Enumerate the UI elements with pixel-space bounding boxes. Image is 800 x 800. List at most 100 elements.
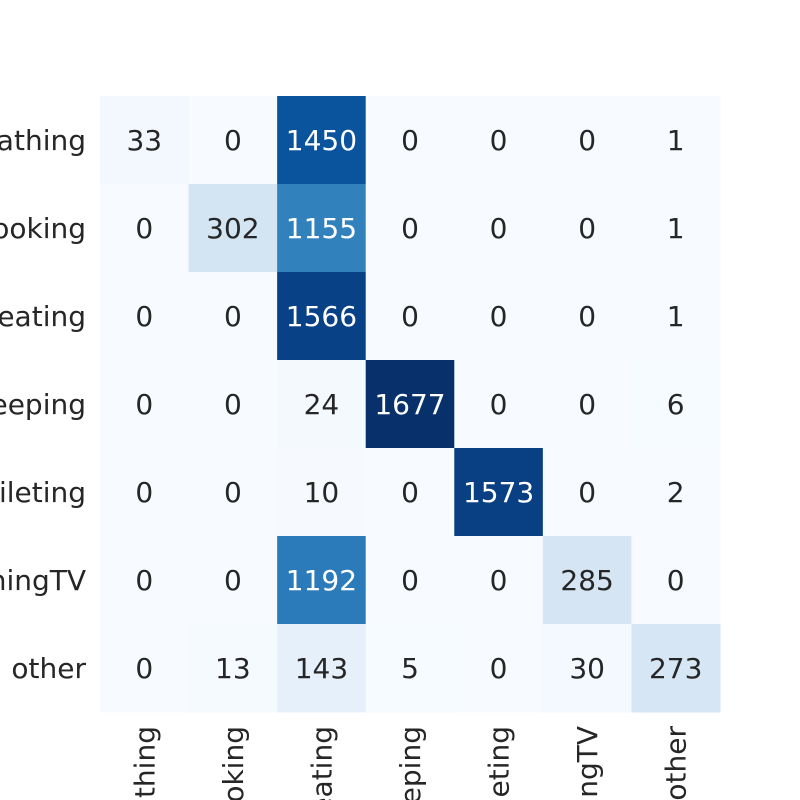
heatmap-cell [454,536,544,625]
heatmap-cell [365,536,455,625]
heatmap-cell [277,184,367,273]
cell-label: 0 [578,476,596,509]
cell-label: 0 [224,476,242,509]
heatmap-cell [100,360,190,449]
cell-label: 1 [667,300,685,333]
heatmap-cell [454,272,544,361]
heatmap-cell [365,272,455,361]
x-tick-label: toileting [483,726,516,800]
cell-label: 0 [135,212,153,245]
cell-label: 0 [578,388,596,421]
cell-label: 0 [135,476,153,509]
cell-label: 1192 [286,564,357,597]
cell-label: 0 [135,388,153,421]
cell-label: 285 [560,564,613,597]
heatmap-cell [100,184,190,273]
cell-label: 0 [224,124,242,157]
heatmap-cell [277,536,367,625]
cell-label: 0 [490,300,508,333]
heatmap-cell [454,184,544,273]
x-tick-label: bathing [128,726,161,800]
y-tick-label: cooking [0,212,86,245]
heatmap-cell [365,360,455,449]
cell-label: 0 [135,300,153,333]
heatmap-cell [631,272,721,361]
heatmap-cell [631,624,721,713]
cell-label: 6 [667,388,685,421]
cell-label: 30 [569,652,605,685]
cell-label: 0 [490,388,508,421]
cell-label: 1566 [286,300,357,333]
heatmap-cell [188,448,278,537]
cell-label: 0 [578,124,596,157]
heatmap-cell [542,360,632,449]
cell-label: 0 [578,212,596,245]
y-tick-label: watchingTV [0,564,86,597]
heatmap-cell [277,448,367,537]
cell-label: 24 [304,388,340,421]
heatmap-cell [365,96,455,185]
heatmap-cell [631,360,721,449]
cell-label: 10 [304,476,340,509]
heatmap-cell [100,624,190,713]
cell-label: 0 [667,564,685,597]
heatmap-cell [100,448,190,537]
x-tick-label: watchingTV [571,726,604,800]
cell-label: 1450 [286,124,357,157]
cell-label: 0 [578,300,596,333]
cell-label: 0 [224,388,242,421]
cell-label: 0 [224,300,242,333]
cell-label: 143 [295,652,348,685]
y-tick-label: bathing [0,124,86,157]
heatmap-cell [365,448,455,537]
heatmap-cell [277,360,367,449]
heatmap-cell [188,96,278,185]
cell-label: 0 [135,564,153,597]
cell-label: 273 [649,652,702,685]
heatmap-cell [631,96,721,185]
cell-label: 5 [401,652,419,685]
cell-label: 0 [490,124,508,157]
cell-label: 33 [126,124,162,157]
heatmap-cell [542,624,632,713]
heatmap-cell [277,272,367,361]
heatmap-cell [454,448,544,537]
y-tick-label: eating [0,300,86,333]
y-tick-label: sleeping [0,388,86,421]
cell-label: 302 [206,212,259,245]
heatmap-cell [365,624,455,713]
cell-label: 0 [490,212,508,245]
heatmap-cell [188,536,278,625]
heatmap-cell [188,624,278,713]
heatmap-cell [542,536,632,625]
cell-label: 13 [215,652,251,685]
cell-label: 0 [401,300,419,333]
cell-label: 0 [401,124,419,157]
heatmap-cell [277,624,367,713]
heatmap-cell [631,184,721,273]
x-tick-label: cooking [217,726,250,800]
cell-label: 0 [401,564,419,597]
cell-label: 1 [667,212,685,245]
heatmap-cell [100,272,190,361]
cell-label: 1 [667,124,685,157]
heatmap-cell [542,448,632,537]
cell-label: 2 [667,476,685,509]
y-tick-label: toileting [0,476,86,509]
heatmap-cell [631,536,721,625]
heatmap-cell [100,536,190,625]
heatmap-cell [631,448,721,537]
cell-label: 1677 [374,388,445,421]
heatmap-cell [454,624,544,713]
cell-label: 0 [401,476,419,509]
x-tick-label: sleeping [394,726,427,800]
cell-label: 0 [224,564,242,597]
heatmap-cell [454,360,544,449]
cell-label: 0 [135,652,153,685]
cell-label: 0 [490,652,508,685]
cell-label: 0 [490,564,508,597]
heatmap-cell [277,96,367,185]
cell-label: 1155 [286,212,357,245]
